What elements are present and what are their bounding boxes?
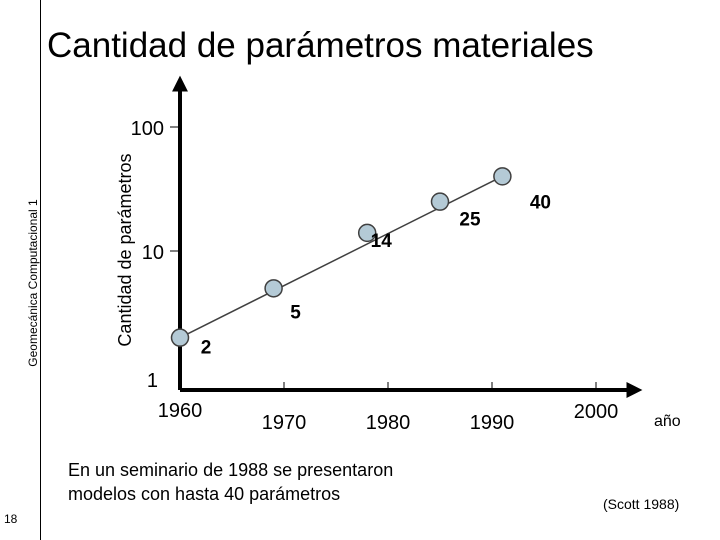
x-tick-label: 1980	[366, 412, 411, 434]
citation: (Scott 1988)	[603, 496, 680, 512]
page-number: 18	[4, 512, 18, 526]
data-point	[357, 223, 377, 243]
data-points	[170, 167, 512, 347]
trend-line	[179, 175, 503, 339]
data-label: 2	[201, 338, 212, 359]
y-tick-label: 1	[147, 370, 158, 392]
y-axis-label: Cantidad de parámetros	[115, 153, 135, 346]
data-label: 5	[290, 302, 301, 323]
x-tick-label: 1990	[470, 412, 515, 434]
y-tick-label: 100	[131, 118, 164, 140]
footnote: En un seminario de 1988 se presentaron m…	[68, 460, 394, 504]
slide-title: Cantidad de parámetros materiales	[47, 26, 594, 65]
data-label: 14	[371, 231, 393, 252]
x-tick-label: 1970	[262, 412, 307, 434]
x-tick-label: 1960	[158, 400, 203, 422]
data-point	[264, 279, 283, 298]
side-divider	[40, 0, 41, 540]
y-ticks: 1 10 100	[131, 118, 180, 392]
x-ticks: 1960 1970 1980 1990 2000	[158, 382, 619, 434]
x-axis-label: año	[654, 413, 681, 430]
y-tick-label: 10	[142, 242, 164, 264]
data-point	[170, 328, 190, 347]
data-point	[430, 192, 450, 211]
data-point	[493, 167, 512, 186]
data-label: 40	[530, 192, 551, 213]
x-tick-label: 2000	[574, 401, 619, 423]
data-label: 25	[459, 210, 481, 231]
